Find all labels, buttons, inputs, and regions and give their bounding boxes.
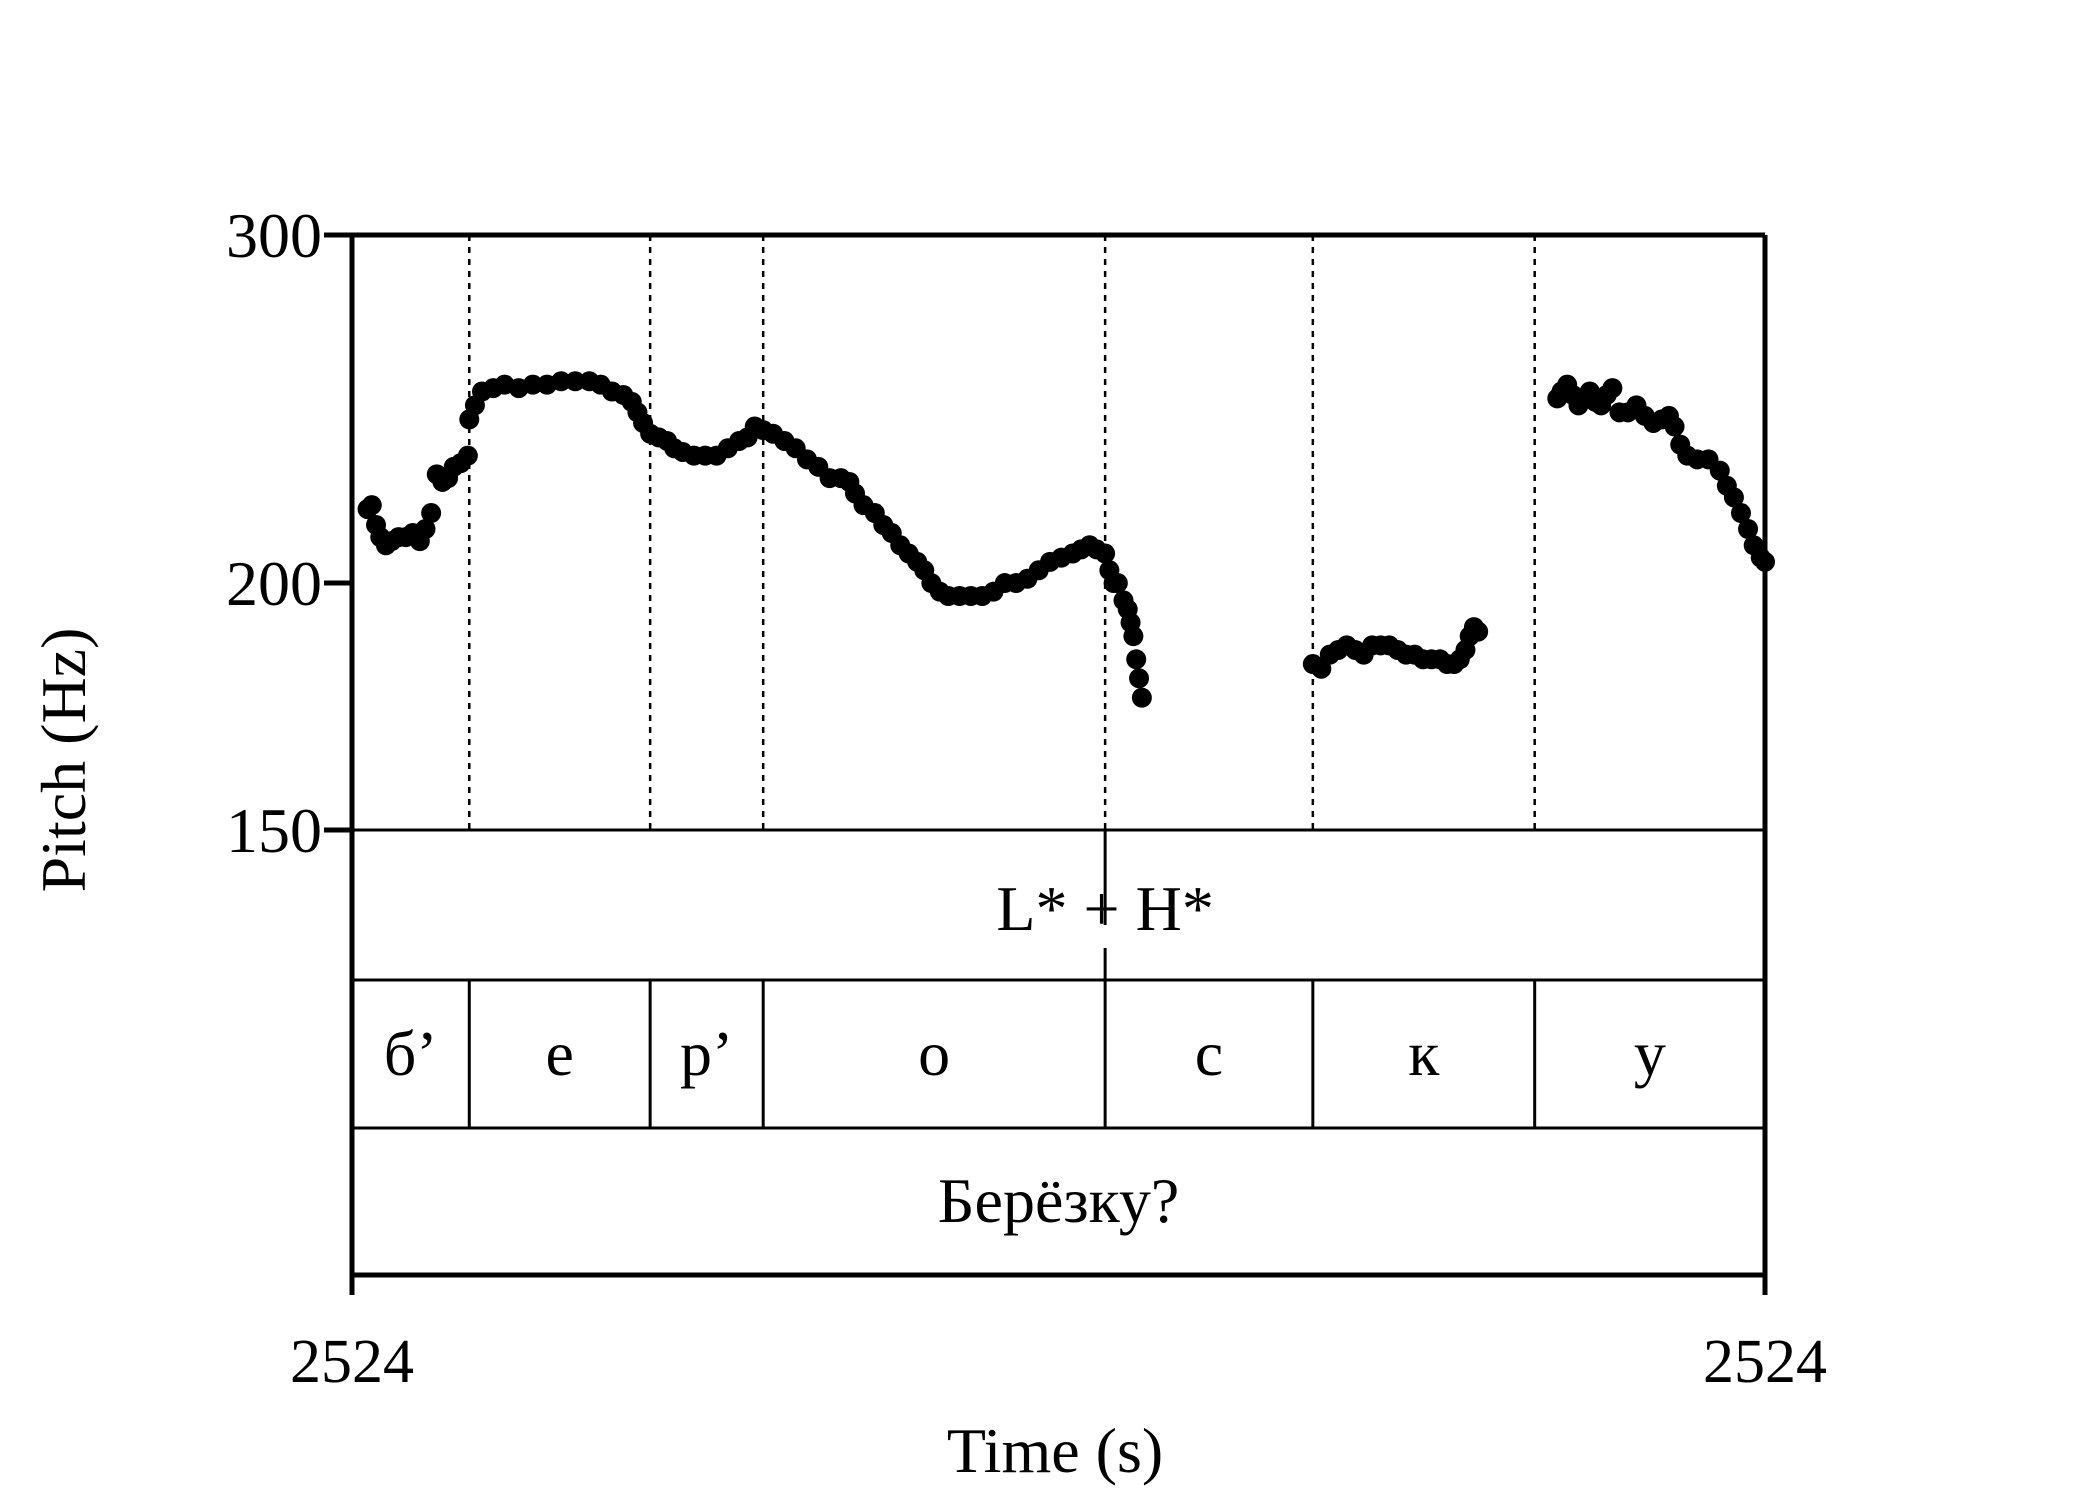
word-label: Берёзку? [938,1165,1179,1236]
x-axis-label: Time (s) [947,1415,1163,1486]
pitch-point [1730,503,1751,524]
pitch-point [457,445,478,466]
y-tick-label: 300 [226,200,322,271]
pitch-point [1095,543,1116,564]
pitch-point [565,371,586,392]
pitch-point [1602,378,1623,399]
pitch-point [522,374,543,395]
segment-label: о [918,1018,950,1089]
segment-boundaries [468,235,1536,830]
tone-label: L* + H* [996,873,1213,944]
pitch-point [1709,460,1730,481]
pitch-point [1723,487,1744,508]
pitch-point [1123,626,1144,647]
pitch-point [1126,649,1147,670]
pitch-point [1664,416,1685,437]
annotation-tiers: L* + H* б’ е р’ о с к у Берёзку? [352,828,1765,1277]
pitch-point [415,518,436,539]
pitch-point [1755,551,1775,572]
pitch-point [1129,668,1150,689]
segment-label: б’ [384,1018,438,1089]
pitch-points [357,371,1775,708]
pitch-point [1107,573,1128,594]
segment-label: с [1195,1018,1223,1089]
pitch-point [361,495,382,516]
pitch-point [1131,687,1152,708]
y-tick-label: 150 [226,795,322,866]
segment-label: р’ [680,1018,733,1089]
segment-label: к [1408,1018,1440,1089]
pitch-point [1738,518,1759,539]
pitch-point [421,503,442,524]
segment-label: е [546,1018,574,1089]
pitch-point [551,371,572,392]
segment-label: у [1634,1018,1666,1089]
x-tick-label-end: 2524 [1703,1328,1827,1396]
x-tick-label-start: 2524 [290,1328,414,1396]
y-axis-label: Pitch (Hz) [28,628,99,893]
pitch-point [1468,621,1489,642]
axes: 150 200 300 [226,200,1768,1295]
y-tick-label: 200 [226,548,322,619]
